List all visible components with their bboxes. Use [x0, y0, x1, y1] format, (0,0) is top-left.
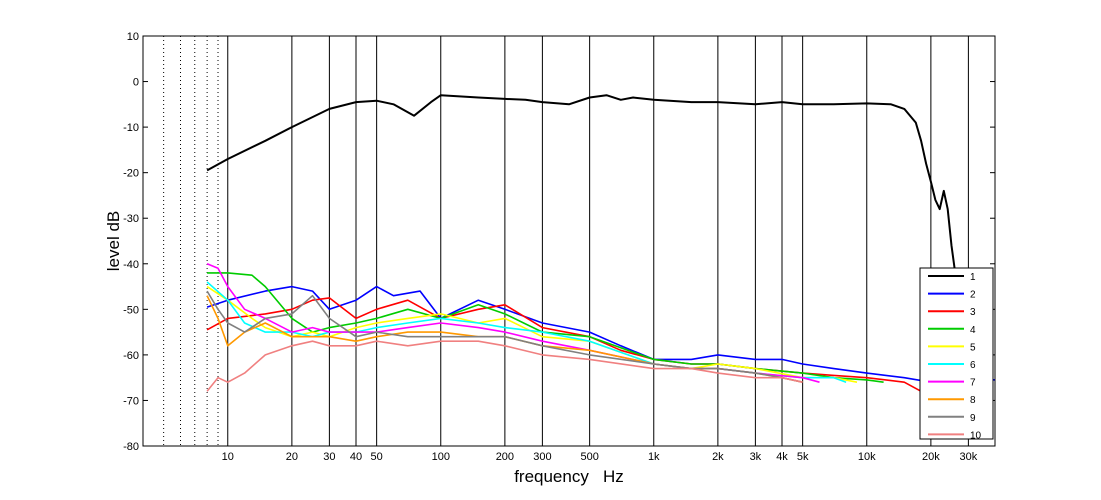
x-tick-label: 10	[222, 451, 234, 463]
x-tick-label: 100	[432, 451, 450, 463]
x-tick-label: 300	[533, 451, 551, 463]
x-tick-label: 4k	[776, 451, 788, 463]
y-tick-label: -80	[123, 441, 139, 453]
x-tick-label: 20k	[922, 451, 940, 463]
x-axis-label: frequency Hz	[514, 467, 624, 486]
series-line-10	[206, 340, 803, 392]
legend-label-3: 3	[970, 307, 976, 318]
legend-label-1: 1	[970, 272, 976, 283]
y-axis-label: level dB	[104, 211, 123, 271]
legend-label-4: 4	[970, 325, 976, 336]
legend-label-2: 2	[970, 290, 976, 301]
x-tick-label: 200	[496, 451, 514, 463]
legend-box	[919, 267, 994, 440]
x-tick-label: 3k	[750, 451, 762, 463]
legend-label-5: 5	[970, 342, 976, 353]
series-lines	[206, 94, 995, 393]
y-tick-label: -50	[123, 304, 139, 316]
x-tick-label: 40	[350, 451, 362, 463]
series-line-2	[206, 285, 995, 384]
legend: 1 2 3 4 5 6 7 8 9 10	[919, 267, 994, 441]
y-tick-label: 10	[127, 31, 139, 43]
x-tick-label: 10k	[858, 451, 876, 463]
x-axis-ticks: 10 20 30 40 50 100 200 300 500 1k 2k 3k 4k 5k 10k 20k 30…	[222, 451, 978, 463]
y-tick-label: -10	[123, 122, 139, 134]
legend-label-10: 10	[970, 430, 982, 441]
x-tick-label: 30	[323, 451, 335, 463]
plot-border	[142, 35, 996, 447]
x-tick-label: 50	[371, 451, 383, 463]
x-tick-label: 500	[580, 451, 598, 463]
x-tick-label: 5k	[797, 451, 809, 463]
y-tick-label: -70	[123, 395, 139, 407]
y-tick-label: -30	[123, 213, 139, 225]
y-tick-label: -20	[123, 168, 139, 180]
x-tick-label: 2k	[712, 451, 724, 463]
x-tick-label: 1k	[648, 451, 660, 463]
series-line-1	[206, 94, 957, 274]
legend-label-9: 9	[970, 413, 976, 424]
x-tick-label: 30k	[960, 451, 978, 463]
series-line-4	[207, 272, 884, 383]
y-tick-label: 0	[133, 77, 139, 89]
series-line-9	[206, 290, 803, 383]
y-tick-label: -40	[123, 259, 139, 271]
y-tick-label: -60	[123, 350, 139, 362]
x-tick-label: 20	[286, 451, 298, 463]
legend-label-6: 6	[970, 360, 976, 371]
legend-label-7: 7	[970, 378, 976, 389]
legend-label-8: 8	[970, 395, 976, 406]
